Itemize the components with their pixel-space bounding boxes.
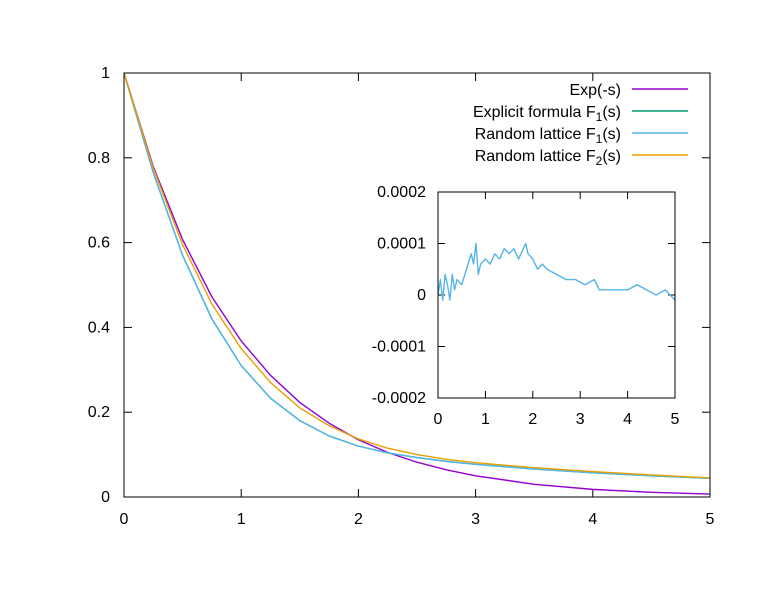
legend-item: Random lattice F2(s) xyxy=(475,148,688,168)
main-y-tick-label: 0.6 xyxy=(88,235,110,252)
main-y-tick-label: 1 xyxy=(101,65,110,82)
inset-plot-frame xyxy=(437,191,676,399)
main-y-tick-label: 0.4 xyxy=(88,319,110,336)
inset-plot: 0 1 2 3 4 5 -0.0002 -0.0001 0 0.0001 0.0002 xyxy=(372,184,680,428)
inset-x-tick-label: 1 xyxy=(481,411,490,428)
main-x-tick-label: 0 xyxy=(120,511,129,528)
inset-series-line-0 xyxy=(438,242,675,301)
legend: Exp(-s)Explicit formula F1(s)Random latt… xyxy=(473,82,688,168)
main-y-tick-label: 0.2 xyxy=(88,404,110,421)
inset-plot-background xyxy=(438,192,675,398)
main-plot-frame xyxy=(123,72,711,498)
inset-y-tick-label: 0.0002 xyxy=(377,184,426,201)
inset-x-tick-label: 3 xyxy=(576,411,585,428)
main-x-tick-label: 2 xyxy=(354,511,363,528)
inset-y-tick-label: -0.0001 xyxy=(372,339,426,356)
main-x-tick-label: 3 xyxy=(471,511,480,528)
main-y-tick-label: 0 xyxy=(101,489,110,506)
legend-item: Random lattice F1(s) xyxy=(475,126,688,146)
main-series-line-3 xyxy=(124,73,710,479)
legend-item: Explicit formula F1(s) xyxy=(473,104,688,124)
inset-y-tick-label: 0 xyxy=(417,287,426,304)
main-x-tick-label: 5 xyxy=(706,511,715,528)
legend-item: Exp(-s) xyxy=(569,82,688,99)
inset-x-tick-label: 4 xyxy=(623,411,632,428)
inset-y-tick-label: -0.0002 xyxy=(372,390,426,407)
main-y-tick-label: 0.8 xyxy=(88,150,110,167)
main-x-tick-label: 4 xyxy=(588,511,597,528)
legend-label: Random lattice F1(s) xyxy=(475,126,621,146)
main-x-tick-label: 1 xyxy=(237,511,246,528)
main-series-line-0 xyxy=(124,73,710,495)
legend-label: Exp(-s) xyxy=(569,82,621,99)
inset-x-tick-label: 5 xyxy=(671,411,680,428)
inset-x-tick-label: 2 xyxy=(528,411,537,428)
legend-label: Random lattice F2(s) xyxy=(475,148,621,168)
inset-x-tick-label: 0 xyxy=(434,411,443,428)
legend-label: Explicit formula F1(s) xyxy=(473,104,621,124)
main-series-line-2 xyxy=(124,73,710,480)
inset-y-tick-label: 0.0001 xyxy=(377,236,426,253)
